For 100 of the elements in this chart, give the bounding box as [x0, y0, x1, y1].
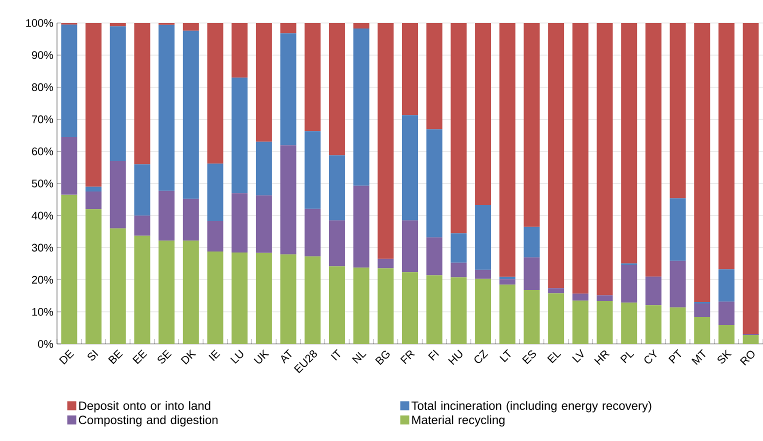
- x-tick-label: DK: [180, 349, 196, 364]
- bar: [572, 300, 588, 344]
- bar: [499, 284, 516, 344]
- bar: [645, 276, 662, 306]
- bar: [110, 161, 126, 228]
- legend-label: Total incineration (including energy recovery): [412, 401, 652, 412]
- bar: [426, 275, 442, 344]
- y-tick-label: 50%: [32, 180, 54, 188]
- bar: [645, 22, 662, 277]
- bar: [158, 24, 175, 191]
- y-tick-label: 10%: [32, 308, 54, 316]
- bar: [86, 209, 102, 344]
- bar: [694, 22, 710, 302]
- bar: [86, 192, 102, 210]
- x-tick-label: HR: [594, 350, 610, 365]
- bar: [353, 22, 370, 28]
- bar: [61, 194, 78, 344]
- x-tick-label: DE: [59, 349, 74, 364]
- bar: [182, 240, 199, 344]
- bar: [718, 22, 734, 270]
- bar: [110, 26, 126, 162]
- legend-label: Deposit onto or into land: [79, 401, 210, 412]
- bar: [742, 335, 759, 344]
- bar: [718, 325, 734, 344]
- bar: [61, 24, 78, 137]
- x-tick-label: EL: [547, 352, 562, 364]
- x-tick-label: SK: [718, 349, 732, 364]
- bar: [304, 208, 321, 256]
- bar: [524, 22, 540, 227]
- bar: [548, 293, 564, 344]
- bar: [328, 220, 345, 266]
- x-tick-label: ES: [522, 350, 536, 364]
- bar: [670, 260, 686, 308]
- bar: [207, 252, 224, 344]
- bar: [402, 115, 418, 220]
- y-tick-label: 30%: [32, 244, 54, 252]
- bar: [524, 226, 540, 258]
- bar: [548, 288, 564, 294]
- bar: [182, 198, 199, 241]
- bar: [256, 142, 272, 196]
- bar: [353, 28, 370, 186]
- bar: [426, 129, 442, 238]
- x-tick-label: IE: [208, 349, 220, 361]
- x-tick-label: EE: [132, 349, 148, 364]
- bar: [499, 22, 516, 277]
- x-tick-label: CY: [644, 349, 657, 364]
- x-tick-label: FI: [428, 350, 439, 361]
- bar: [670, 22, 686, 198]
- bar: [524, 257, 540, 290]
- x-tick-label: BG: [375, 350, 390, 366]
- bar: [475, 205, 492, 270]
- bar: [450, 233, 467, 263]
- x-tick-label: LU: [230, 350, 244, 364]
- x-tick-label: PL: [620, 352, 634, 364]
- bar: [621, 302, 638, 344]
- bar: [256, 252, 272, 344]
- bar: [402, 22, 418, 116]
- bar: [182, 22, 199, 31]
- bar: [232, 78, 248, 194]
- bar: [378, 22, 394, 259]
- bar: [280, 254, 296, 344]
- legend-label: Material recycling: [412, 415, 504, 427]
- bar: [328, 266, 345, 344]
- bar: [328, 155, 345, 220]
- y-tick-label: 40%: [32, 212, 54, 220]
- y-tick-label: 100%: [26, 19, 54, 27]
- bar: [110, 22, 126, 26]
- x-tick-label: SI: [88, 350, 98, 360]
- bar: [475, 278, 492, 344]
- x-tick-label: LT: [500, 349, 511, 362]
- bar: [718, 302, 734, 326]
- bar: [182, 30, 199, 199]
- x-tick-label: RO: [740, 350, 754, 366]
- bar: [596, 22, 613, 296]
- y-tick-label: 90%: [32, 51, 54, 59]
- x-tick-label: IT: [330, 349, 340, 361]
- bar: [450, 262, 467, 278]
- bar: [328, 22, 345, 156]
- bar: [524, 290, 540, 344]
- bar: [645, 305, 662, 344]
- bar: [256, 22, 272, 142]
- bar: [694, 304, 710, 318]
- bar: [742, 22, 759, 334]
- x-tick-label: FR: [400, 350, 415, 364]
- bar: [86, 22, 102, 187]
- x-tick-label: CZ: [474, 349, 488, 364]
- bar: [232, 193, 248, 253]
- bar: [426, 237, 442, 276]
- bar: [718, 269, 734, 302]
- bar: [596, 300, 613, 344]
- x-tick-label: PT: [668, 349, 682, 364]
- bar: [256, 195, 272, 253]
- bar: [572, 22, 588, 294]
- bar: [402, 272, 418, 344]
- y-tick-label: 0%: [38, 340, 54, 348]
- bar: [670, 307, 686, 344]
- y-tick-label: 80%: [32, 83, 54, 92]
- bar: [134, 164, 150, 216]
- bar: [378, 258, 394, 268]
- bar: [572, 294, 588, 301]
